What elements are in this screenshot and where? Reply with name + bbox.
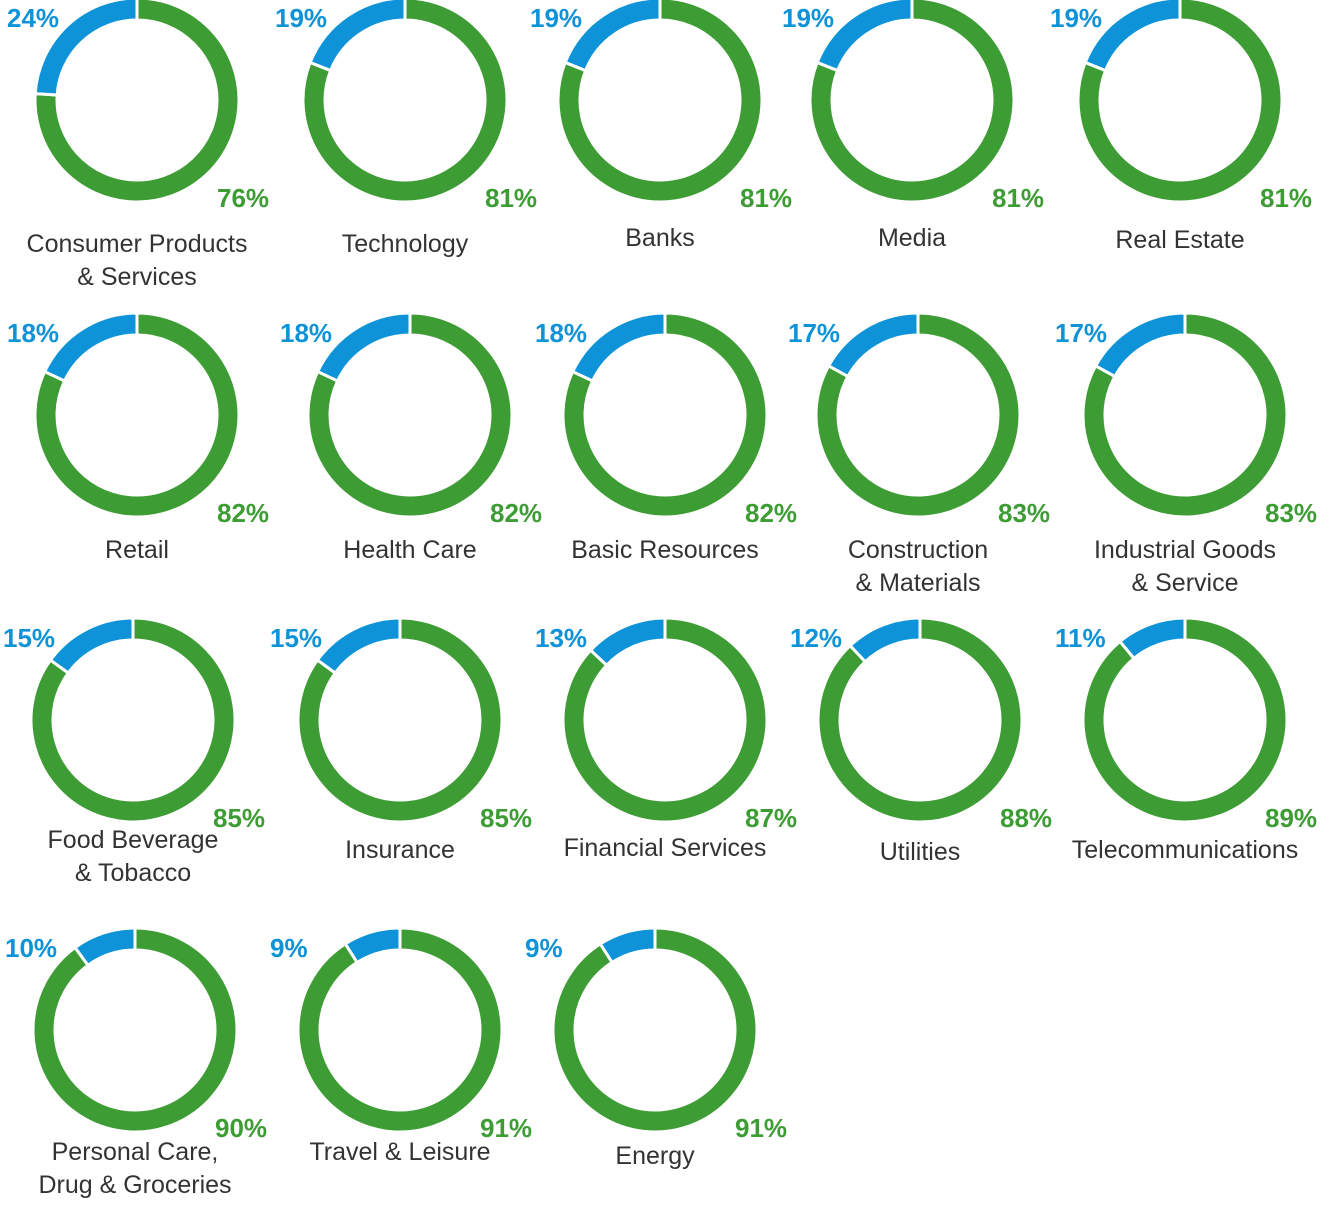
- chart-title: Media: [762, 222, 1062, 255]
- donut-segment: [1083, 618, 1287, 822]
- value-label: 17%: [1055, 318, 1107, 348]
- chart-title: Energy: [505, 1140, 805, 1173]
- value-label: 18%: [535, 318, 587, 348]
- value-label: 15%: [270, 623, 322, 653]
- value-label: 85%: [480, 803, 532, 833]
- value-label: 89%: [1265, 803, 1317, 833]
- value-label: 24%: [7, 3, 59, 33]
- value-label: 83%: [1265, 498, 1317, 528]
- value-label: 91%: [735, 1113, 787, 1143]
- chart-title: Utilities: [770, 836, 1070, 869]
- chart-title: Construction & Materials: [768, 534, 1068, 600]
- value-label: 9%: [525, 933, 563, 963]
- value-label: 81%: [992, 183, 1044, 213]
- chart-title: Personal Care, Drug & Groceries: [0, 1136, 285, 1202]
- donut-segment: [818, 618, 1022, 822]
- chart-title: Food Beverage & Tobacco: [0, 824, 283, 890]
- chart-title: Insurance: [250, 834, 550, 867]
- value-label: 81%: [485, 183, 537, 213]
- donut-segment: [591, 618, 665, 665]
- value-label: 19%: [1050, 3, 1102, 33]
- donut-segment: [1096, 313, 1185, 376]
- page: 24% 76% 19% 81% 19% 81% 19% 81% 19% 81% 18% 82% 18% 8…: [0, 0, 1342, 1213]
- donut-segment: [850, 618, 920, 662]
- donut-segment: [50, 618, 133, 673]
- value-label: 82%: [490, 498, 542, 528]
- value-label: 15%: [3, 623, 55, 653]
- value-label: 13%: [535, 623, 587, 653]
- donut-segment: [345, 928, 400, 962]
- value-label: 11%: [1055, 623, 1106, 653]
- chart-title: Real Estate: [1030, 224, 1330, 257]
- value-label: 18%: [7, 318, 59, 348]
- value-label: 81%: [1260, 183, 1312, 213]
- chart-title: Industrial Goods & Service: [1035, 534, 1335, 600]
- value-label: 17%: [788, 318, 840, 348]
- value-label: 18%: [280, 318, 332, 348]
- donut-segment: [75, 928, 135, 965]
- donut-segment: [317, 618, 400, 673]
- donut-segment: [1120, 618, 1185, 658]
- chart-title: Consumer Products & Services: [0, 228, 287, 294]
- chart-title: Retail: [0, 534, 287, 567]
- value-label: 76%: [217, 183, 269, 213]
- value-label: 10%: [5, 933, 57, 963]
- chart-title: Telecommunications: [1035, 834, 1335, 867]
- value-label: 83%: [998, 498, 1050, 528]
- donut-segment: [600, 928, 655, 962]
- value-label: 87%: [745, 803, 797, 833]
- value-label: 12%: [790, 623, 842, 653]
- donut-segment: [33, 928, 237, 1132]
- value-label: 19%: [275, 3, 327, 33]
- value-label: 88%: [1000, 803, 1052, 833]
- value-label: 19%: [782, 3, 834, 33]
- donut-segment: [553, 928, 757, 1132]
- value-label: 82%: [745, 498, 797, 528]
- value-label: 81%: [740, 183, 792, 213]
- donut-segment: [298, 928, 502, 1132]
- value-label: 9%: [270, 933, 308, 963]
- value-label: 19%: [530, 3, 582, 33]
- charts: 24% 76% 19% 81% 19% 81% 19% 81% 19% 81% 18% 82% 18% 8…: [0, 0, 1342, 1213]
- value-label: 82%: [217, 498, 269, 528]
- donut-segment: [829, 313, 918, 376]
